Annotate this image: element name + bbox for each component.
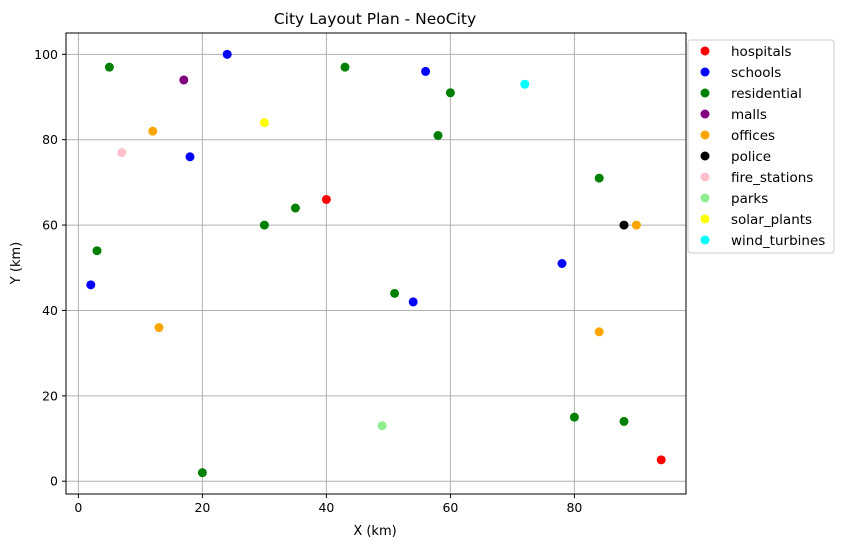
y-tick-label: 40 — [42, 303, 58, 318]
y-tick-label: 60 — [42, 218, 58, 233]
point-wind_turbines — [520, 79, 530, 89]
legend-label-solar_plants: solar_plants — [731, 212, 812, 228]
legend-marker-solar_plants — [700, 214, 710, 224]
legend-marker-hospitals — [700, 46, 710, 56]
point-schools — [185, 152, 195, 162]
point-fire_stations — [117, 148, 127, 158]
legend-marker-fire_stations — [700, 172, 710, 182]
point-residential — [290, 203, 300, 213]
point-schools — [557, 259, 567, 268]
point-parks — [377, 421, 387, 431]
legend-marker-malls — [700, 109, 710, 119]
point-police — [619, 220, 629, 230]
point-residential — [104, 62, 114, 72]
legend: hospitals schools residential malls offices p… — [687, 39, 835, 254]
point-residential — [569, 412, 579, 422]
chart-title: City Layout Plan - NeoCity — [274, 10, 476, 28]
point-schools — [86, 280, 96, 290]
legend-marker-police — [700, 151, 710, 161]
point-hospitals — [656, 455, 666, 465]
point-residential — [594, 173, 604, 183]
legend-box — [687, 39, 835, 254]
legend-label-schools: schools — [731, 65, 781, 81]
legend-label-hospitals: hospitals — [731, 44, 792, 60]
point-residential — [433, 130, 443, 140]
plot-frame — [65, 32, 687, 495]
x-tick-label: 60 — [442, 500, 458, 515]
legend-marker-parks — [700, 193, 710, 203]
legend-marker-residential — [700, 88, 710, 98]
axis-ticks: 0 20 40 60 80 0 20 40 60 80 100 — [34, 47, 582, 515]
point-solar_plants — [259, 118, 269, 128]
point-residential — [445, 88, 455, 98]
legend-label-fire_stations: fire_stations — [731, 170, 813, 186]
point-offices — [594, 327, 604, 337]
legend-label-malls: malls — [731, 107, 767, 123]
point-offices — [148, 126, 158, 136]
point-schools — [408, 297, 418, 307]
point-residential — [197, 468, 207, 478]
legend-label-wind_turbines: wind_turbines — [731, 233, 825, 249]
point-hospitals — [321, 194, 331, 204]
x-tick-label: 80 — [566, 500, 582, 515]
legend-marker-schools — [700, 67, 710, 77]
legend-label-residential: residential — [731, 86, 802, 102]
point-residential — [259, 220, 269, 230]
x-axis-label: X (km) — [353, 524, 396, 539]
legend-label-parks: parks — [731, 191, 768, 207]
point-offices — [154, 323, 164, 333]
legend-marker-offices — [700, 130, 710, 140]
y-tick-label: 20 — [42, 388, 58, 403]
legend-marker-wind_turbines — [700, 235, 710, 245]
legend-label-police: police — [731, 149, 771, 165]
y-tick-label: 100 — [34, 47, 58, 62]
point-offices — [631, 220, 641, 230]
x-tick-label: 40 — [318, 500, 334, 515]
data-points — [86, 49, 666, 478]
y-axis-label: Y (km) — [9, 242, 24, 285]
y-tick-label: 0 — [50, 474, 58, 489]
point-schools — [222, 49, 232, 59]
gridlines — [66, 33, 686, 494]
point-malls — [179, 75, 189, 85]
point-residential — [619, 416, 629, 426]
x-tick-label: 20 — [194, 500, 210, 515]
point-residential — [390, 288, 400, 298]
point-residential — [92, 246, 102, 256]
legend-label-offices: offices — [731, 128, 775, 144]
x-tick-label: 0 — [74, 500, 82, 515]
point-residential — [340, 62, 350, 72]
y-tick-label: 80 — [42, 132, 58, 147]
point-schools — [421, 66, 431, 76]
